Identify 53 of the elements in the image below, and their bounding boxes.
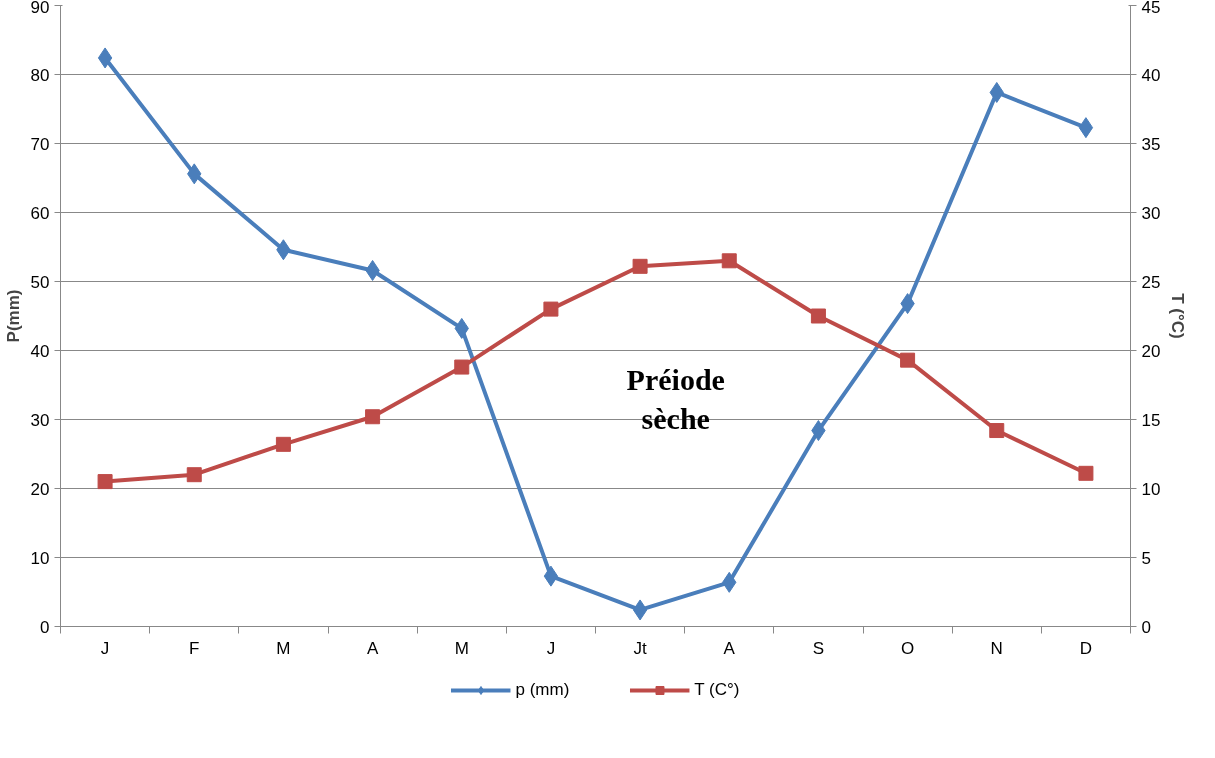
legend-label: T (C°) bbox=[694, 680, 740, 700]
y-tick-label: 70 bbox=[30, 134, 50, 154]
y-tick-label: 30 bbox=[30, 410, 50, 430]
point bbox=[1078, 465, 1094, 481]
x-tick-label: D bbox=[1079, 638, 1093, 658]
y2-tick-label: 30 bbox=[1141, 203, 1161, 223]
y-tick-label: 20 bbox=[30, 479, 50, 499]
x-tick-label: J bbox=[546, 638, 556, 658]
y2-tick-label: 40 bbox=[1141, 65, 1161, 85]
y2-tick-label: 0 bbox=[1141, 617, 1151, 637]
point bbox=[1078, 117, 1094, 139]
y-tick-label: 80 bbox=[30, 65, 50, 85]
point bbox=[543, 565, 559, 587]
point bbox=[365, 409, 381, 425]
point bbox=[275, 436, 291, 452]
y-tick-label: 90 bbox=[30, 0, 50, 17]
y-tick-label: 50 bbox=[30, 272, 50, 292]
x-tick-label: N bbox=[990, 638, 1003, 658]
y2-axis-title: T (°C) bbox=[1168, 293, 1188, 339]
legend-label: p (mm) bbox=[515, 680, 570, 700]
y2-tick-label: 15 bbox=[1141, 410, 1161, 430]
point bbox=[810, 308, 826, 324]
x-tick-label: A bbox=[723, 638, 736, 658]
point bbox=[543, 301, 559, 317]
x-tick-label: J bbox=[100, 638, 110, 658]
y2-tick-label: 35 bbox=[1141, 134, 1161, 154]
y-tick-label: 0 bbox=[40, 617, 50, 637]
x-tick-label: O bbox=[900, 638, 915, 658]
x-tick-label: A bbox=[366, 638, 379, 658]
point bbox=[454, 359, 470, 375]
y2-tick-label: 5 bbox=[1141, 548, 1151, 568]
x-tick-label: M bbox=[454, 638, 469, 658]
point bbox=[97, 47, 113, 69]
point bbox=[989, 423, 1005, 439]
y-tick-label: 40 bbox=[30, 341, 50, 361]
y2-tick-label: 25 bbox=[1141, 272, 1161, 292]
y2-tick-label: 10 bbox=[1141, 479, 1161, 499]
point bbox=[721, 253, 737, 269]
y2-tick-label: 20 bbox=[1141, 341, 1161, 361]
point bbox=[97, 474, 113, 490]
point bbox=[900, 352, 916, 368]
x-tick-label: M bbox=[276, 638, 291, 658]
x-tick-label: S bbox=[812, 638, 825, 658]
annotation: Préiode sèche bbox=[626, 362, 725, 436]
y-tick-label: 10 bbox=[30, 548, 50, 568]
y2-tick-label: 45 bbox=[1141, 0, 1161, 17]
y-axis-title: P(mm) bbox=[3, 289, 23, 343]
point bbox=[632, 258, 648, 274]
x-tick-label: F bbox=[189, 638, 200, 658]
point bbox=[186, 467, 202, 483]
x-tick-label: Jt bbox=[633, 638, 647, 658]
point bbox=[632, 599, 648, 621]
y-tick-label: 60 bbox=[30, 203, 50, 223]
